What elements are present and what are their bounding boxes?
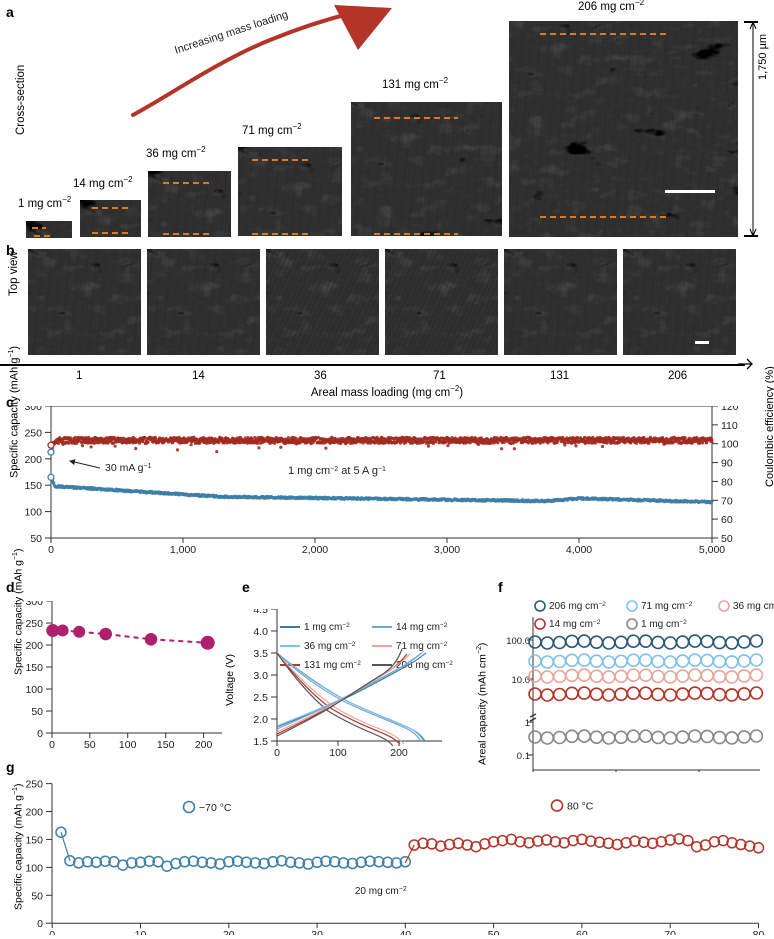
svg-text:0: 0: [48, 544, 54, 556]
svg-text:70: 70: [721, 495, 733, 507]
svg-text:3.5: 3.5: [253, 648, 268, 660]
svg-text:100: 100: [24, 507, 42, 519]
svg-text:90: 90: [721, 458, 733, 470]
svg-text:150: 150: [24, 480, 42, 492]
svg-text:30: 30: [311, 929, 323, 935]
svg-text:1.5: 1.5: [253, 736, 268, 748]
svg-text:3.0: 3.0: [253, 670, 268, 682]
svg-text:110: 110: [721, 420, 738, 432]
svg-text:2,000: 2,000: [302, 544, 328, 556]
svg-text:80: 80: [721, 476, 733, 488]
svg-text:100: 100: [721, 439, 739, 451]
svg-text:0: 0: [49, 929, 55, 935]
svg-text:250: 250: [25, 779, 43, 791]
svg-text:60: 60: [721, 514, 733, 526]
svg-text:36 mg cm−2: 36 mg cm−2: [304, 641, 356, 652]
svg-text:131 mg cm−2: 131 mg cm−2: [304, 660, 361, 671]
svg-text:0: 0: [37, 918, 43, 930]
svg-text:2.5: 2.5: [253, 692, 268, 704]
svg-text:4.0: 4.0: [253, 626, 268, 638]
svg-text:200: 200: [25, 807, 43, 819]
svg-text:70: 70: [664, 929, 676, 935]
svg-text:250: 250: [24, 427, 42, 439]
svg-text:1 mg cm−2 at 5 A g−1: 1 mg cm−2 at 5 A g−1: [288, 465, 386, 477]
svg-text:50: 50: [488, 929, 500, 935]
svg-text:71 mg cm−2: 71 mg cm−2: [396, 641, 448, 652]
svg-text:20: 20: [223, 929, 235, 935]
svg-text:50: 50: [31, 890, 43, 902]
svg-text:120: 120: [721, 406, 739, 413]
svg-text:150: 150: [25, 834, 43, 846]
svg-text:−70 °C: −70 °C: [199, 802, 232, 814]
svg-text:80 °C: 80 °C: [567, 801, 594, 813]
svg-text:20 mg cm−2: 20 mg cm−2: [355, 886, 407, 897]
svg-text:40: 40: [399, 929, 411, 935]
svg-text:100: 100: [25, 862, 43, 874]
svg-text:4,000: 4,000: [566, 544, 592, 556]
svg-text:50: 50: [30, 533, 42, 545]
svg-text:1 mg cm−2: 1 mg cm−2: [304, 622, 350, 633]
svg-text:4.5: 4.5: [253, 609, 268, 616]
svg-text:1,000: 1,000: [170, 544, 196, 556]
svg-text:30 mA g−1: 30 mA g−1: [105, 462, 152, 474]
svg-text:5,000: 5,000: [699, 544, 725, 556]
svg-text:200: 200: [24, 454, 42, 466]
svg-text:300: 300: [24, 406, 42, 413]
svg-text:2.0: 2.0: [253, 714, 268, 726]
svg-text:10: 10: [135, 929, 147, 935]
svg-text:3,000: 3,000: [434, 544, 460, 556]
svg-text:80: 80: [753, 929, 765, 935]
svg-text:60: 60: [576, 929, 588, 935]
svg-text:14 mg cm−2: 14 mg cm−2: [396, 622, 448, 633]
